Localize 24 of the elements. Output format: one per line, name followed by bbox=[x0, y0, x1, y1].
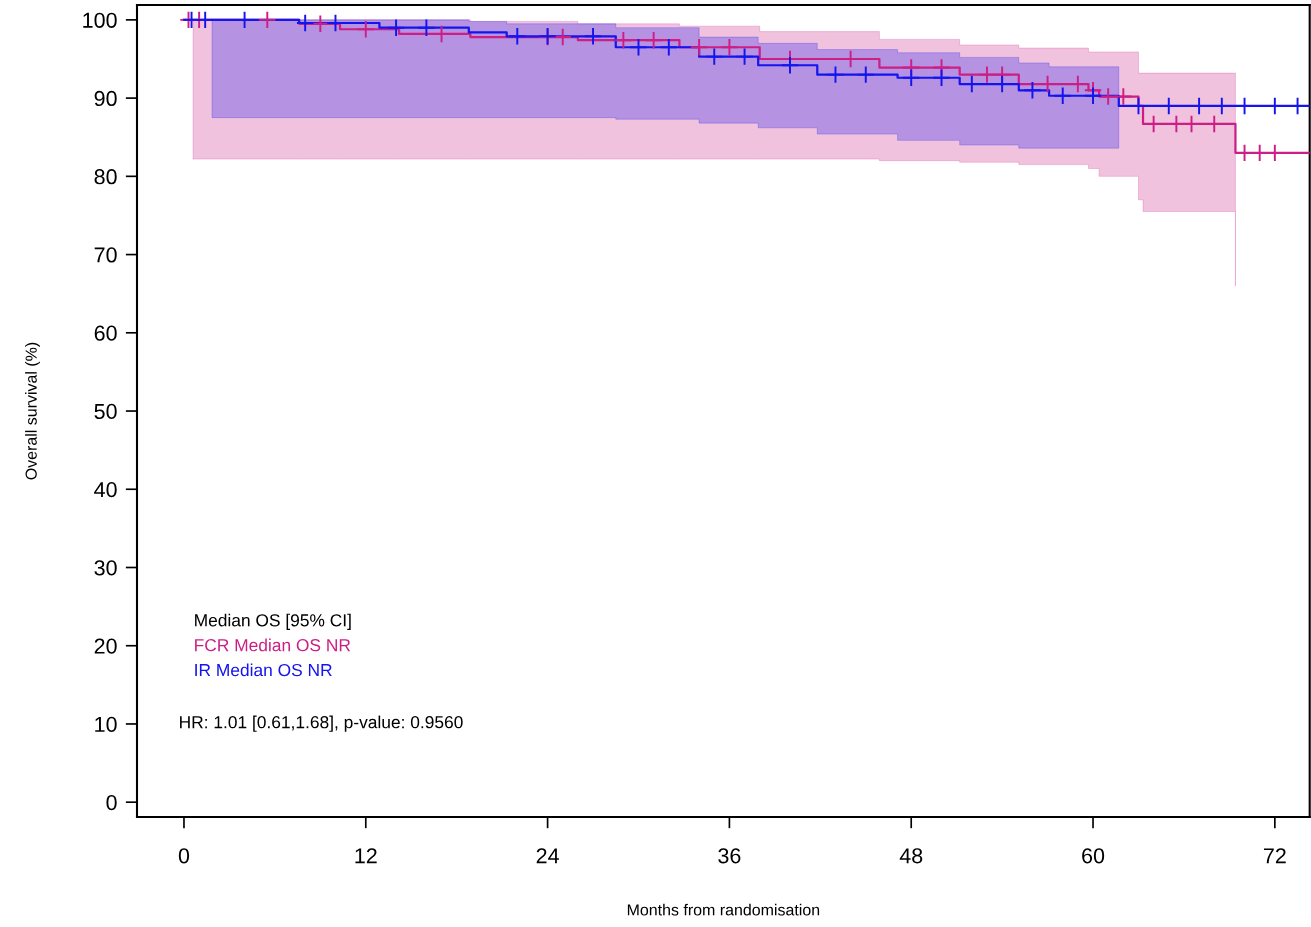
y-tick-label: 90 bbox=[94, 90, 117, 107]
x-tick-label: 72 bbox=[1263, 848, 1286, 864]
y-tick-label: 80 bbox=[94, 169, 117, 185]
legend-title: Median OS [95% CI] bbox=[195, 613, 351, 630]
y-tick-label: 40 bbox=[94, 482, 117, 498]
x-tick-label: 24 bbox=[536, 848, 559, 864]
y-tick-label: 70 bbox=[94, 247, 117, 263]
x-axis-title: Months from randomisation bbox=[627, 903, 820, 916]
y-tick-label: 30 bbox=[94, 560, 117, 576]
y-axis-title: Overall survival (%) bbox=[25, 342, 40, 480]
y-tick-label: 10 bbox=[95, 716, 117, 732]
x-tick-label: 60 bbox=[1082, 848, 1105, 864]
y-tick-label: 50 bbox=[94, 403, 117, 420]
x-tick-label: 12 bbox=[355, 848, 377, 864]
annotation: HR: 1.01 [0.61,1.68], p-value: 0.9560 bbox=[180, 715, 463, 732]
y-tick-label: 100 bbox=[83, 12, 117, 28]
y-tick-label: 0 bbox=[106, 794, 117, 811]
x-tick-label: 48 bbox=[899, 848, 923, 864]
x-tick-label: 36 bbox=[718, 848, 741, 864]
x-tick-label: 0 bbox=[178, 848, 190, 864]
text: IR Median OS NR bbox=[195, 663, 332, 677]
y-tick-label: 60 bbox=[94, 325, 117, 341]
y-tick-label: 20 bbox=[94, 638, 117, 654]
text: FCR Median OS NR bbox=[195, 638, 351, 652]
